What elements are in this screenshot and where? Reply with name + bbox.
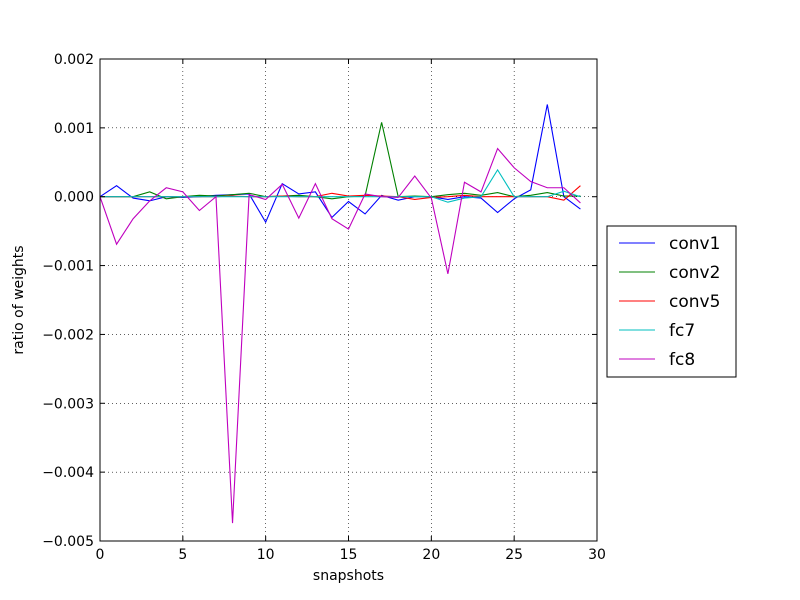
x-tick-label: 10 [257,547,275,563]
grid [99,58,598,542]
y-tick-label: 0.002 [54,52,94,68]
series-line-conv1 [99,104,581,224]
x-tick-label: 15 [340,547,358,563]
y-tick-label: −0.001 [42,259,94,275]
y-tick-label: −0.003 [42,396,94,412]
x-tick-label: 20 [422,547,440,563]
y-tick-label: 0.001 [54,121,94,137]
legend-label-fc8: fc8 [669,350,695,370]
legend-label-conv5: conv5 [669,292,720,312]
legend-label-fc7: fc7 [669,321,695,341]
legend-label-conv2: conv2 [669,263,720,283]
x-tick-label: 0 [96,547,105,563]
series-lines [99,104,581,524]
x-tick-label: 30 [588,547,606,563]
y-tick-label: −0.002 [42,327,94,343]
x-tick-label: 25 [505,547,523,563]
y-tick-label: −0.004 [42,465,94,481]
series-line-fc8 [99,147,581,524]
legend: conv1 conv2 conv5 fc7 fc8 [606,225,737,378]
y-axis-label: ratio of weights [11,245,27,354]
legend-label-conv1: conv1 [669,234,720,254]
x-tick-label: 5 [178,547,187,563]
x-axis-label: snapshots [313,568,384,584]
axis-ticks: 0 5 10 15 20 25 30 0.002 0.001 0.000 −0.001 −0.002 −… [42,52,606,563]
series-line-fc7 [100,168,581,203]
y-tick-label: −0.005 [42,534,94,550]
y-tick-label: 0.000 [54,190,94,206]
